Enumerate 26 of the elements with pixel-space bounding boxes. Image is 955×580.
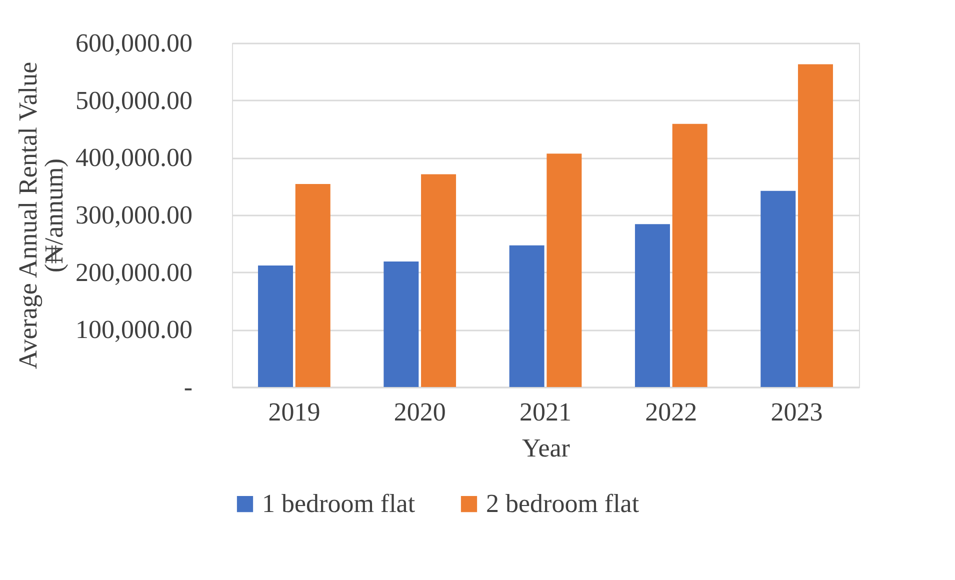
y-tick-label: 300,000.00 bbox=[76, 200, 192, 230]
x-tick-label: 2023 bbox=[770, 398, 823, 426]
bar bbox=[798, 64, 833, 387]
bar bbox=[760, 190, 796, 387]
y-tick-label: 100,000.00 bbox=[76, 315, 192, 344]
y-tick-label: 500,000.00 bbox=[76, 86, 192, 115]
bar bbox=[258, 265, 294, 387]
bar bbox=[295, 184, 330, 387]
y-tick-label: 600,000.00 bbox=[76, 28, 192, 58]
x-tick-label: 2019 bbox=[268, 398, 320, 426]
bar bbox=[672, 124, 708, 387]
legend-label: 1 bedroom flat bbox=[262, 489, 416, 518]
bar bbox=[384, 261, 419, 387]
bar bbox=[421, 174, 456, 387]
legend-label: 2 bedroom flat bbox=[486, 489, 640, 518]
x-axis-title: Year bbox=[522, 434, 570, 462]
x-tick-label: 2022 bbox=[645, 398, 698, 426]
x-tick-label: 2021 bbox=[520, 398, 572, 426]
x-tick-label: 2020 bbox=[394, 398, 446, 426]
y-tick-label: 400,000.00 bbox=[76, 143, 192, 172]
y-tick-label: - bbox=[184, 372, 192, 402]
y-tick-label: 200,000.00 bbox=[76, 258, 192, 287]
bar bbox=[634, 224, 670, 387]
bar bbox=[509, 245, 544, 387]
y-axis-title: Average Annual Rental Value (₦/annum) bbox=[14, 62, 68, 370]
bar bbox=[546, 154, 582, 387]
